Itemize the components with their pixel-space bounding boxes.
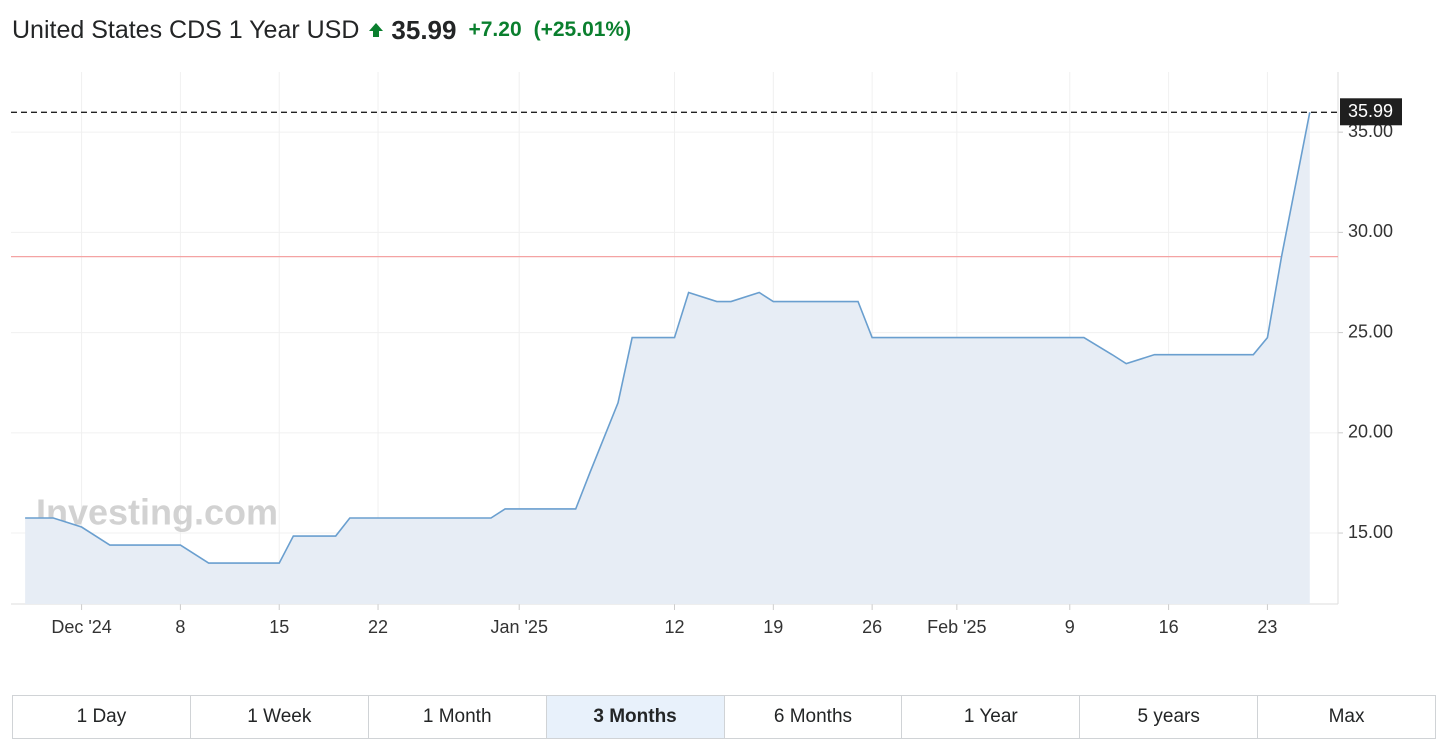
y-tick-label: 15.00 (1348, 522, 1393, 542)
range-button[interactable]: 5 years (1080, 696, 1259, 738)
x-tick-label: 9 (1065, 617, 1075, 637)
range-button[interactable]: 3 Months (546, 696, 725, 738)
last-price-label: 35.99 (1348, 101, 1393, 121)
line (25, 112, 1311, 564)
x-tick-label: 16 (1159, 617, 1179, 637)
range-button[interactable]: Max (1328, 706, 1365, 727)
x-tick-label: 19 (763, 617, 783, 637)
range-button[interactable]: 1 Week (191, 696, 369, 738)
range-button[interactable]: 1 Day (13, 696, 191, 738)
x-tick-label: 8 (175, 617, 185, 637)
change-percent: (+25.01%) (533, 18, 632, 41)
range-button[interactable]: 6 Months (725, 696, 903, 738)
y-tick-label: 20.00 (1348, 422, 1393, 442)
x-tick-label: Jan '25 (490, 617, 547, 637)
range-button[interactable]: 1 Month (369, 696, 547, 738)
x-tick-label: 26 (862, 617, 882, 637)
x-tick-label: 15 (269, 617, 289, 637)
range-button[interactable]: 1 Year (902, 696, 1081, 738)
title: United States CDS 1 Year USD (12, 15, 360, 44)
y-tick-label: 35.00 (1348, 121, 1393, 141)
x-tick-label: Feb '25 (927, 617, 986, 637)
y-tick-label: 30.00 (1348, 221, 1393, 241)
chart: 15.00 20.00 25.00 30.00 35.00 Dec '24 8 15 22 Jan… (11, 72, 1402, 637)
up-arrow (369, 23, 384, 37)
x-tick-label: 23 (1257, 617, 1277, 637)
range-buttons: 1 Day 1 Week 1 Month 3 Months 6 Months 1 Year… (12, 695, 1436, 739)
x-tick-label: Dec '24 (51, 617, 111, 637)
last-price-box (1340, 98, 1402, 126)
y-tick-label: 25.00 (1348, 321, 1393, 341)
price: 35.99 (391, 14, 457, 45)
header: United States CDS 1 Year USD 35.99 +7.20… (12, 14, 631, 46)
x-tick-label: 12 (664, 617, 684, 637)
area (25, 112, 1310, 604)
change: +7.20 (468, 18, 522, 41)
x-tick-label: 22 (368, 617, 388, 637)
